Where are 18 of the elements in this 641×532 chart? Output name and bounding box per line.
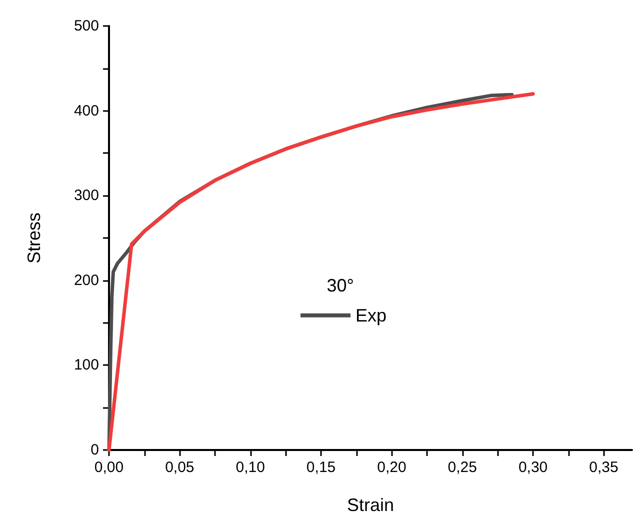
- x-axis-title: Strain: [346, 495, 394, 515]
- y-tick-label: 300: [74, 187, 99, 204]
- y-tick-label: 200: [74, 272, 99, 289]
- y-tick-label: 500: [74, 18, 99, 34]
- x-tick-label: 0,30: [518, 459, 548, 476]
- x-tick-label: 0,00: [94, 459, 124, 476]
- x-tick-label: 0,10: [236, 459, 265, 476]
- x-tick-label: 0,15: [306, 459, 336, 476]
- y-axis-title: Stress: [24, 212, 44, 264]
- x-tick-label: 0,25: [448, 459, 477, 476]
- legend-title: 30°: [326, 275, 354, 296]
- y-tick-label: 400: [74, 102, 99, 120]
- x-tick-label: 0,35: [589, 459, 618, 476]
- x-tick-label: 0,05: [165, 459, 194, 476]
- legend-label: Exp: [356, 305, 387, 326]
- y-tick-label: 100: [74, 356, 99, 374]
- x-tick-label: 0,20: [377, 459, 406, 476]
- y-tick-label: 0: [90, 442, 99, 458]
